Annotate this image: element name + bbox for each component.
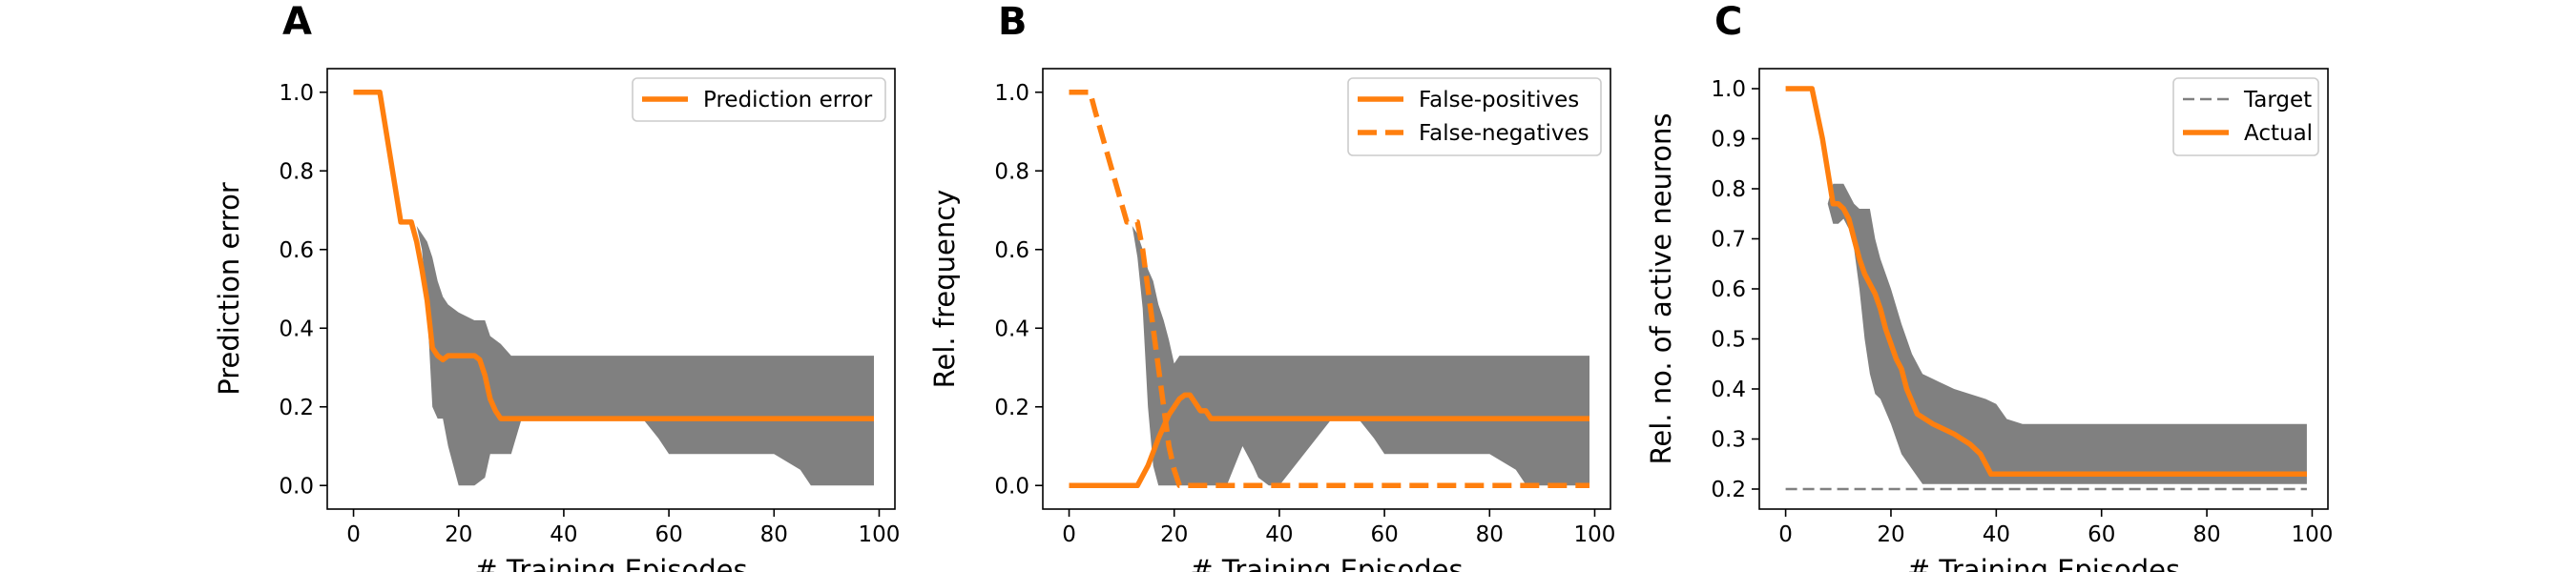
confidence-band — [416, 226, 874, 486]
panel-b-chart: 0 20 40 60 80 100 0.0 0.2 0.4 0.6 0.8 1.0 # Training… — [928, 68, 1616, 572]
panel-c-chart: 0 20 40 60 80 100 0.2 0.3 0.4 0.5 0.6 0.7 0.8 0.9 1.0 #… — [1645, 68, 2333, 572]
x-tick-label: 100 — [1574, 522, 1616, 547]
legend: False-positives False-negatives — [1347, 77, 1602, 156]
legend-box — [632, 77, 886, 122]
panel-letter: A — [282, 0, 312, 44]
x-tick-label: 0 — [1778, 522, 1793, 547]
y-tick-label: 0.8 — [1711, 177, 1746, 202]
x-tick-label: 60 — [654, 522, 682, 547]
x-tick-label: 60 — [2088, 522, 2115, 547]
y-tick-label: 0.6 — [279, 238, 314, 263]
legend-box — [2172, 77, 2319, 156]
x-tick-label: 80 — [1476, 522, 1504, 547]
x-tick-label: 100 — [2291, 522, 2333, 547]
x-tick-label: 20 — [1877, 522, 1904, 547]
y-tick-label: 0.6 — [994, 238, 1029, 263]
x-tick-label: 0 — [346, 522, 361, 547]
y-tick-label: 0.0 — [994, 474, 1029, 499]
y-tick-label: 0.8 — [279, 159, 314, 184]
legend-box — [1347, 77, 1602, 156]
x-axis-title: # Training Episodes — [1190, 554, 1463, 572]
y-tick-label: 0.6 — [1711, 277, 1746, 302]
y-tick-label: 0.4 — [994, 317, 1029, 341]
y-tick-label: 0.7 — [1711, 228, 1746, 253]
y-tick-label: 1.0 — [994, 81, 1029, 106]
x-axis-title: # Training Episodes — [1907, 554, 2180, 572]
y-tick-label: 0.4 — [279, 317, 314, 341]
legend-label: False-positives — [1419, 88, 1579, 112]
y-axis-title: Rel. frequency — [928, 190, 961, 389]
axes-frame — [326, 68, 896, 510]
panel-letter: B — [998, 0, 1028, 44]
panel-letter: C — [1714, 0, 1742, 44]
x-tick-label: 20 — [1160, 522, 1188, 547]
axes-frame — [1042, 68, 1611, 510]
series-line-false-positives — [1069, 392, 1589, 489]
y-tick-label: 0.2 — [994, 396, 1029, 420]
y-tick-label: 0.3 — [1711, 428, 1746, 453]
y-tick-label: 1.0 — [1711, 77, 1746, 102]
confidence-band — [1827, 183, 2307, 484]
x-tick-label: 60 — [1370, 522, 1398, 547]
y-tick-label: 0.0 — [279, 474, 314, 499]
confidence-band — [1132, 226, 1589, 486]
legend: Prediction error — [632, 77, 886, 122]
y-axis-title: Rel. no. of active neurons — [1645, 113, 1677, 465]
x-tick-label: 40 — [550, 522, 577, 547]
x-tick-label: 100 — [859, 522, 901, 547]
y-tick-label: 0.2 — [1711, 478, 1746, 502]
y-tick-label: 0.2 — [279, 396, 314, 420]
x-tick-label: 40 — [1265, 522, 1293, 547]
y-tick-label: 1.0 — [279, 81, 314, 106]
x-tick-label: 80 — [2192, 522, 2220, 547]
legend: Target Actual — [2172, 77, 2319, 156]
legend-label: False-negatives — [1419, 121, 1589, 146]
legend-label: Prediction error — [703, 88, 873, 112]
legend-label: Target — [2243, 88, 2312, 112]
y-tick-label: 0.5 — [1711, 328, 1746, 353]
y-tick-label: 0.4 — [1711, 378, 1746, 402]
x-tick-label: 0 — [1062, 522, 1076, 547]
legend-label: Actual — [2244, 121, 2313, 146]
y-tick-label: 0.9 — [1711, 128, 1746, 153]
x-tick-label: 20 — [445, 522, 472, 547]
panel-a-chart: 0 20 40 60 80 100 0.0 0.2 0.4 0.6 0.8 1.0 # Training… — [213, 68, 901, 572]
series-line-actual — [1785, 86, 2307, 478]
x-tick-label: 40 — [1983, 522, 2010, 547]
series-line-false-negatives — [1069, 90, 1589, 489]
y-axis-title: Prediction error — [213, 182, 245, 396]
series-line-prediction-error — [353, 90, 874, 421]
x-axis-title: # Training Episodes — [474, 554, 747, 572]
y-tick-label: 0.8 — [994, 159, 1029, 184]
x-tick-label: 80 — [760, 522, 788, 547]
